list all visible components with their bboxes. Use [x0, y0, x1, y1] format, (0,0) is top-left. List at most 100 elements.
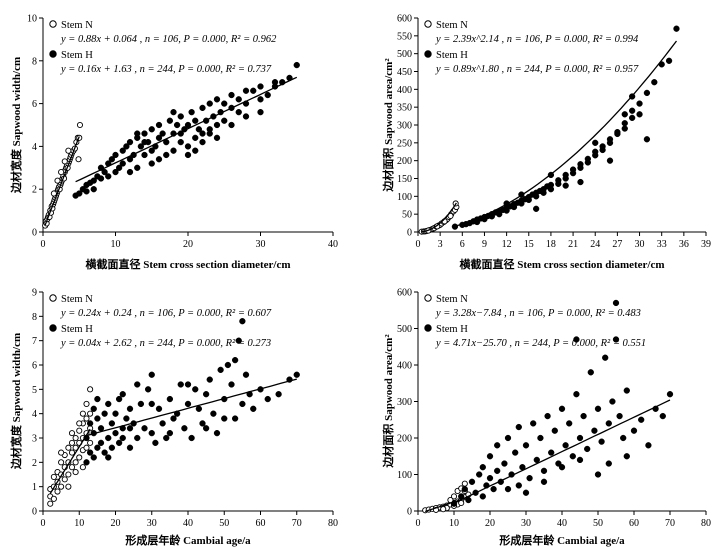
data-point [645, 442, 652, 449]
y-tick-label: 100 [397, 192, 412, 203]
data-point [50, 190, 57, 197]
data-point [504, 434, 512, 442]
data-point [665, 57, 673, 64]
data-point [242, 87, 250, 94]
y-tick-label: 600 [397, 288, 412, 299]
data-point [530, 420, 537, 427]
data-point [451, 223, 459, 230]
data-point [587, 369, 594, 376]
data-point [105, 173, 112, 180]
y-tick-label: 150 [397, 174, 412, 185]
data-point [195, 405, 203, 412]
data-point [562, 442, 569, 449]
data-point [90, 186, 97, 193]
data-point [94, 444, 101, 451]
data-point [101, 410, 108, 417]
x-tick-label: 0 [416, 239, 421, 250]
x-tick-label: 10 [111, 239, 121, 250]
y-tick-label: 300 [397, 121, 412, 132]
legend-label: Stem N [436, 294, 468, 305]
x-tick-label: 33 [657, 239, 667, 250]
data-point [68, 430, 76, 437]
data-point [141, 138, 148, 146]
data-point [275, 391, 282, 398]
x-tick-label: 20 [183, 239, 193, 250]
data-point [58, 483, 65, 490]
data-point [119, 434, 126, 442]
fit-line [86, 378, 297, 437]
data-point [629, 107, 636, 114]
data-point [606, 157, 614, 164]
x-tick-label: 30 [635, 239, 645, 250]
data-point [184, 121, 192, 129]
x-tick-label: 0 [41, 518, 46, 529]
y-tick-label: 250 [397, 138, 412, 149]
data-point [594, 471, 602, 478]
data-point [202, 391, 210, 398]
data-point [235, 337, 242, 344]
data-point [188, 434, 195, 442]
x-axis-label: 横截面直径 Stem cross section diameter/cm [459, 257, 664, 271]
data-point [250, 87, 257, 94]
data-point [141, 130, 148, 137]
y-tick-label: 0 [32, 228, 37, 239]
data-point [75, 156, 82, 163]
data-point [148, 126, 155, 133]
equation-label: y = 2.39x^2.14 , n = 106, P = 0.000, R² … [435, 34, 639, 45]
data-point [638, 416, 645, 423]
data-point [623, 453, 630, 460]
legend-label: Stem H [61, 324, 93, 335]
fit-line [421, 202, 457, 233]
data-point [526, 475, 533, 482]
data-point [228, 91, 235, 99]
data-point [598, 438, 605, 445]
data-point [83, 434, 90, 442]
y-tick-label: 400 [397, 85, 412, 96]
equation-label: y = 0.88x + 0.064 , n = 106, P = 0.000, … [60, 34, 277, 45]
data-point [148, 400, 155, 408]
data-point [79, 464, 86, 471]
data-point [76, 190, 83, 197]
data-point [148, 147, 155, 154]
data-point [170, 415, 177, 422]
data-point [199, 130, 206, 137]
legend-label: Stem H [436, 50, 468, 61]
y-tick-label: 50 [402, 210, 412, 221]
legend-marker [424, 294, 432, 302]
data-point [616, 412, 623, 420]
data-point [166, 117, 174, 124]
x-tick-label: 30 [256, 239, 266, 250]
data-point [577, 178, 584, 186]
data-point [503, 207, 510, 214]
data-point [614, 130, 621, 138]
data-point [68, 449, 76, 456]
x-tick-label: 0 [41, 239, 46, 250]
y-tick-label: 550 [397, 31, 412, 42]
x-tick-label: 10 [449, 518, 459, 529]
y-tick-label: 2 [32, 185, 37, 196]
data-point [612, 299, 620, 307]
data-point [126, 168, 134, 176]
data-point [558, 464, 566, 471]
data-point [115, 395, 123, 403]
data-point [112, 151, 119, 159]
data-point [569, 170, 577, 177]
legend-label: Stem N [436, 20, 468, 31]
data-point [177, 381, 184, 388]
data-point [119, 391, 126, 398]
series-stem-h [83, 318, 300, 466]
x-tick-label: 6 [460, 239, 465, 250]
data-point [134, 164, 141, 171]
data-point [576, 456, 584, 464]
data-point [192, 386, 199, 393]
data-point [206, 376, 213, 383]
data-point [217, 366, 224, 374]
data-point [199, 420, 206, 427]
data-point [199, 104, 206, 112]
data-point [72, 459, 79, 466]
legend-marker [49, 294, 57, 302]
legend-marker [424, 20, 432, 28]
y-tick-label: 1 [32, 482, 37, 493]
data-point [488, 213, 495, 220]
data-point [540, 467, 548, 475]
